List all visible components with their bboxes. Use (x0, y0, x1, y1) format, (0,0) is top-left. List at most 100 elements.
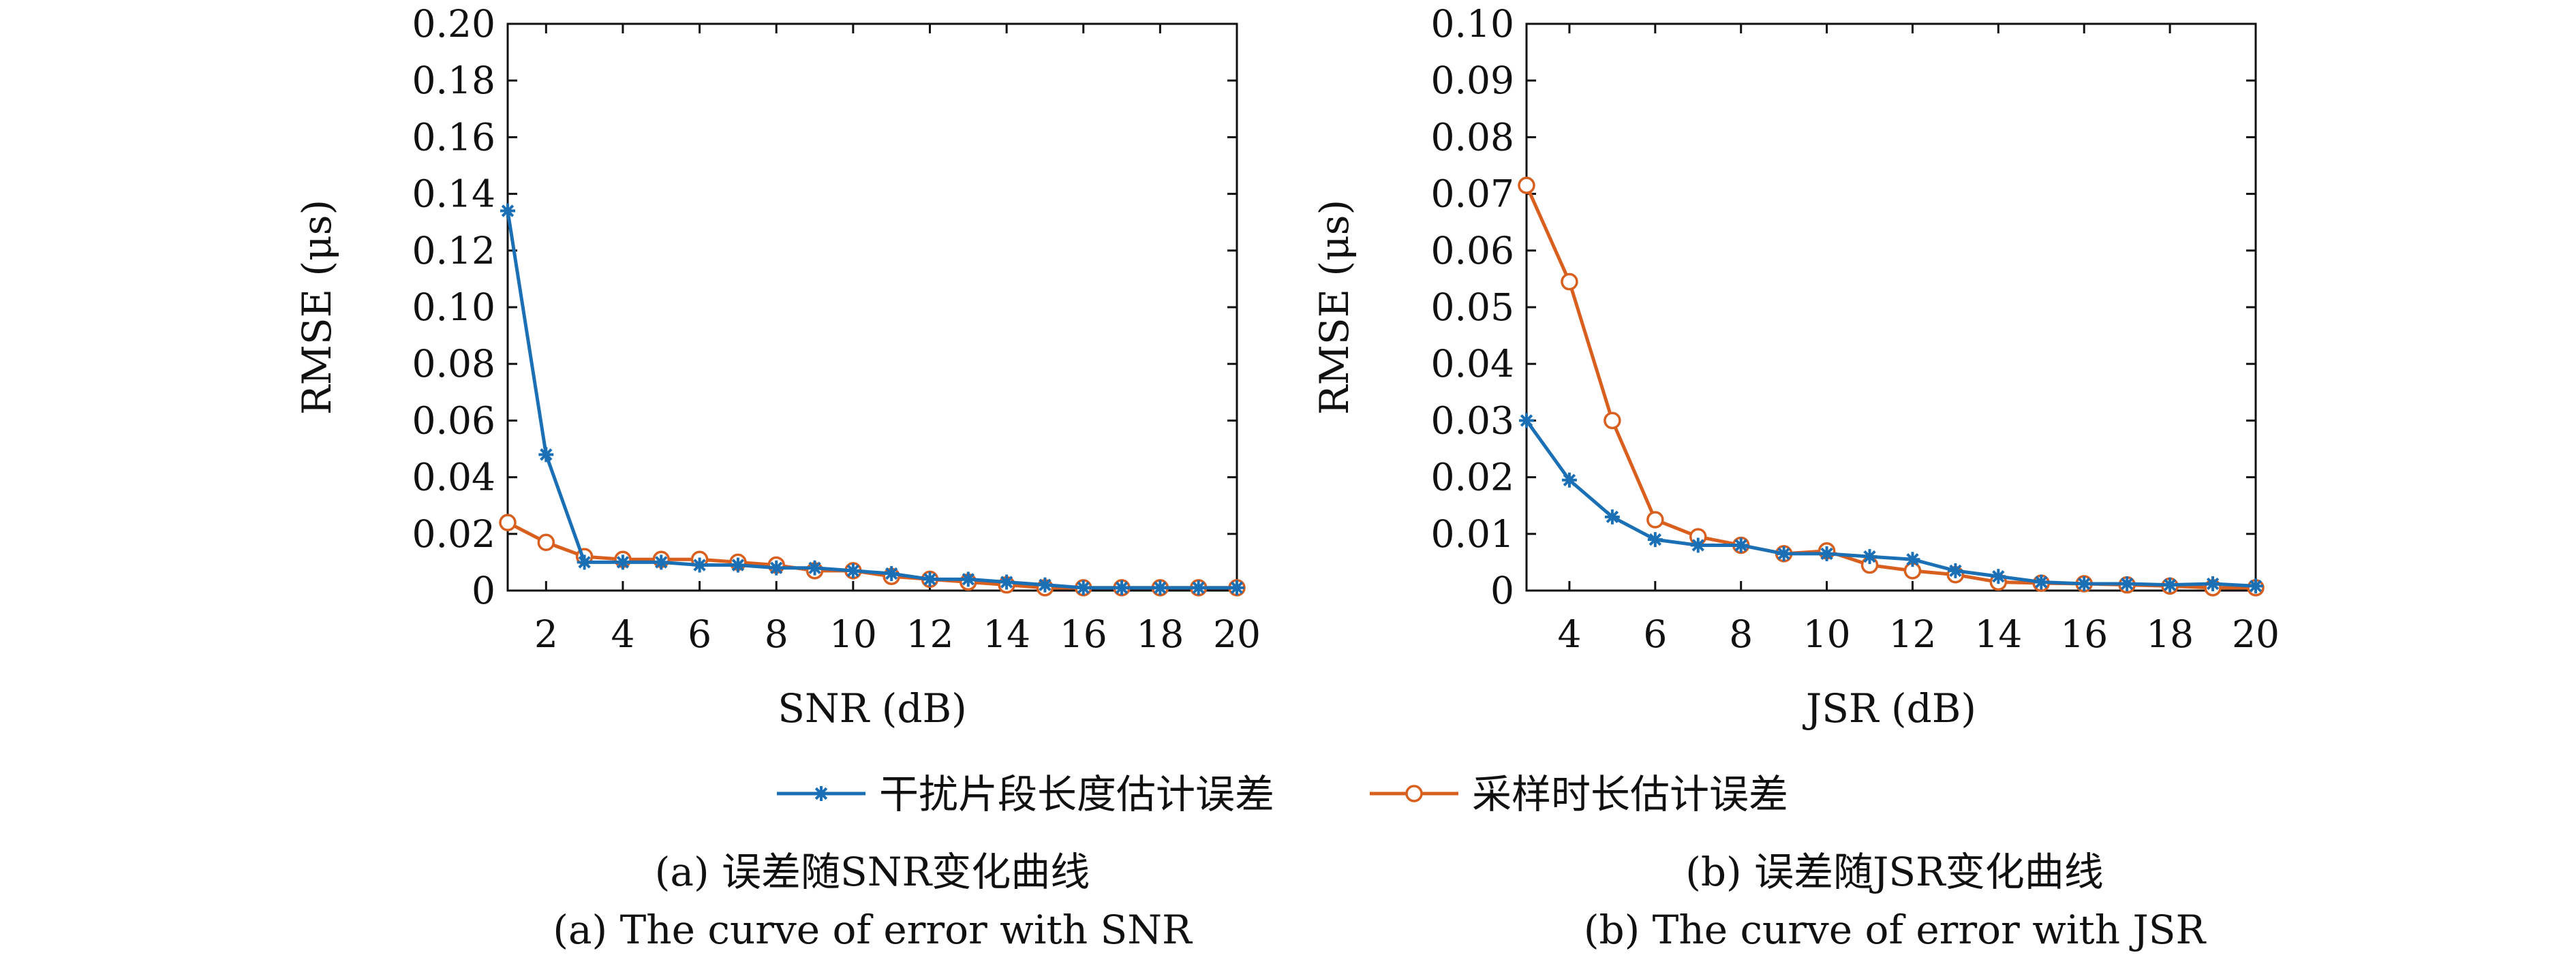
x-tick-label: 14 (1974, 612, 2022, 656)
data-point-series-1 (1191, 580, 1206, 595)
data-point-series-1 (1229, 580, 1244, 595)
legend-marker-series-1 (814, 786, 829, 801)
x-tick-label: 16 (2060, 612, 2108, 656)
data-point-series-2 (537, 533, 555, 552)
data-point-series-1 (1519, 413, 1534, 428)
y-tick-label: 0.06 (1431, 229, 1514, 272)
data-point-series-2 (499, 514, 517, 531)
data-point-series-1 (1991, 569, 2006, 584)
data-point-series-1 (1862, 549, 1877, 565)
data-point-series-1 (730, 557, 746, 573)
x-tick-label: 2 (534, 612, 558, 656)
caption-a-en: (a) The curve of error with SNR (553, 907, 1193, 953)
x-axis-title: SNR (dB) (778, 685, 967, 732)
legend-asterisk (814, 786, 829, 801)
y-tick-label: 0 (472, 569, 495, 612)
data-point-series-1 (1604, 509, 1620, 525)
data-point-series-1 (999, 574, 1015, 590)
y-tick-label: 0.18 (412, 59, 495, 102)
data-point-series-1 (2248, 578, 2263, 594)
data-point-series-1 (577, 554, 592, 570)
y-tick-label: 0.02 (1431, 456, 1514, 499)
y-tick-label: 0.14 (412, 172, 495, 216)
y-tick-label: 0.16 (412, 115, 495, 159)
y-tick-label: 0.12 (412, 229, 495, 272)
data-point-series-1 (1114, 580, 1130, 595)
caption-a-cn: (a) 误差随SNR变化曲线 (655, 849, 1090, 895)
data-point-series-1 (692, 557, 707, 573)
chart-panel-snr: 0 0.02 0.04 0.06 0.08 0.10 0.12 0.14 0.16 0.18 0.2… (294, 2, 1261, 732)
series-line-1 (1524, 419, 2256, 588)
y-tick-label: 0.10 (412, 285, 495, 329)
series-line-1 (506, 210, 1237, 590)
data-point-series-1 (960, 572, 976, 587)
x-tick-label: 20 (1213, 612, 1261, 656)
data-point-series-1 (2076, 576, 2092, 592)
legend-marker-series-2 (1405, 785, 1423, 802)
y-tick-label: 0.08 (1431, 115, 1514, 159)
x-tick-label: 14 (983, 612, 1030, 656)
y-axis-title: RMSE (μs) (294, 200, 340, 415)
y-tick-label: 0.08 (412, 342, 495, 386)
y-tick-label: 0.04 (1431, 342, 1514, 386)
x-tick-label: 8 (765, 612, 788, 656)
plot-frame (506, 22, 1238, 592)
y-tick-label: 0.10 (1431, 2, 1514, 46)
x-tick-label: 12 (1888, 612, 1936, 656)
data-point-series-1 (807, 560, 823, 576)
x-tick-label: 20 (2232, 612, 2280, 656)
data-point-series-1 (1948, 563, 1963, 578)
y-tick-label: 0.20 (412, 2, 495, 46)
y-tick-label: 0.04 (412, 456, 495, 499)
x-tick-label: 10 (829, 612, 877, 656)
y-tick-label: 0.09 (1431, 59, 1514, 102)
x-tick-label: 18 (1136, 612, 1184, 656)
data-point-series-1 (654, 554, 669, 570)
x-tick-label: 16 (1060, 612, 1107, 656)
legend-label-series-1: 干扰片段长度估计误差 (879, 771, 1274, 817)
data-point-series-1 (500, 203, 515, 219)
x-tick-label: 8 (1729, 612, 1753, 656)
data-point-series-1 (1561, 472, 1577, 488)
series-line-2 (1524, 185, 2256, 590)
data-point-series-1 (1819, 546, 1835, 561)
legend-label-series-2: 采样时长估计误差 (1472, 771, 1788, 817)
data-point-series-1 (1647, 532, 1663, 548)
data-point-series-2 (1604, 411, 1621, 430)
data-point-series-1 (2205, 576, 2221, 592)
legend: 干扰片段长度估计误差 采样时长估计误差 (777, 771, 1788, 817)
data-point-series-1 (615, 554, 630, 570)
y-tick-label: 0.03 (1431, 398, 1514, 442)
data-point-series-1 (2162, 577, 2178, 593)
x-tick-label: 18 (2146, 612, 2194, 656)
data-point-series-1 (769, 560, 784, 576)
y-axis-title: RMSE (μs) (1311, 200, 1358, 415)
y-tick-label: 0.02 (412, 512, 495, 556)
y-tick-label: 0.06 (412, 398, 495, 442)
data-point-series-1 (1152, 580, 1168, 595)
data-point-series-1 (1037, 577, 1053, 593)
data-point-series-1 (922, 572, 938, 587)
y-tick-label: 0.07 (1431, 172, 1514, 216)
x-tick-label: 4 (611, 612, 634, 656)
data-point-series-1 (845, 563, 861, 578)
y-tick-label: 0.05 (1431, 285, 1514, 329)
data-point-series-1 (2119, 576, 2135, 592)
data-point-series-1 (1776, 546, 1792, 561)
x-tick-label: 12 (906, 612, 953, 656)
x-tick-label: 6 (1643, 612, 1667, 656)
data-point-series-1 (884, 566, 900, 582)
x-axis-title: JSR (dB) (1803, 685, 1976, 732)
data-point-series-1 (1905, 552, 1920, 567)
caption-b-en: (b) The curve of error with JSR (1584, 907, 2207, 953)
data-point-series-2 (1646, 511, 1664, 529)
plot-frame (1525, 22, 2257, 592)
data-point-series-1 (2034, 574, 2049, 590)
x-tick-label: 10 (1803, 612, 1851, 656)
data-point-series-1 (1075, 580, 1091, 595)
data-point-series-2 (1561, 272, 1578, 291)
data-point-series-2 (1518, 176, 1535, 194)
caption-b-cn: (b) 误差随JSR变化曲线 (1685, 849, 2103, 895)
data-point-series-1 (1690, 537, 1706, 553)
